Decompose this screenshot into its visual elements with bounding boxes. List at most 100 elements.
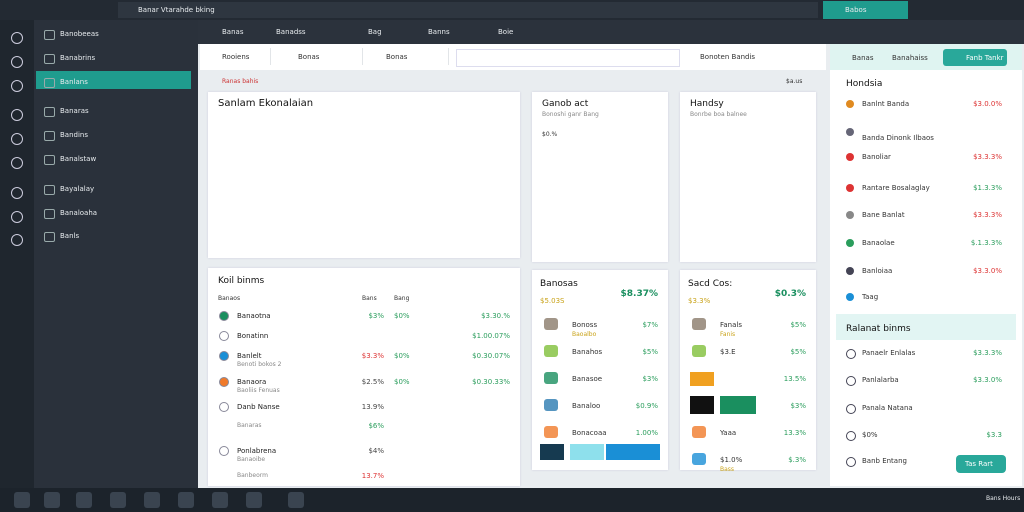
item-name: $0% bbox=[862, 431, 878, 439]
item-name: Bonoss bbox=[572, 321, 598, 329]
item-icon bbox=[544, 345, 558, 357]
item-icon bbox=[692, 345, 706, 357]
nav-item: Banaras bbox=[60, 107, 89, 115]
card bbox=[208, 268, 520, 486]
card bbox=[208, 92, 520, 258]
rail-icon bbox=[11, 80, 23, 92]
row-value: 13.7% bbox=[361, 472, 384, 480]
right-tab: Banas bbox=[852, 54, 874, 62]
item-name: $1.0% bbox=[720, 456, 743, 464]
card-subtitle: Bonrbe boa balnee bbox=[690, 111, 747, 118]
nav-icon bbox=[44, 209, 55, 219]
search-box[interactable] bbox=[456, 49, 680, 67]
item-name: Banaolae bbox=[862, 239, 895, 247]
tab-title: Banar Vtarahde bking bbox=[138, 6, 215, 14]
item-icon bbox=[846, 376, 856, 386]
row-name: Banaotna bbox=[237, 312, 271, 320]
row-sub: Banbeorm bbox=[237, 472, 268, 479]
taskbar-icon bbox=[288, 492, 304, 508]
rail-icon bbox=[11, 211, 23, 223]
progress bbox=[570, 444, 604, 460]
toolbar bbox=[198, 20, 1024, 44]
row-value: $0% bbox=[394, 352, 410, 360]
section-title: Ralanat binms bbox=[846, 324, 911, 334]
item-name: Panlalarba bbox=[862, 376, 899, 384]
item-icon bbox=[846, 293, 854, 301]
sidebar bbox=[34, 20, 198, 488]
row-icon bbox=[219, 331, 229, 341]
item-name: Bonacoaa bbox=[572, 429, 607, 437]
item-icon bbox=[846, 153, 854, 161]
progress bbox=[540, 444, 564, 460]
item-name: Banloiaa bbox=[862, 267, 893, 275]
row-value: $0.30.33% bbox=[472, 378, 510, 386]
right-tab: Banahaiss bbox=[892, 54, 928, 62]
item-value: $3.3.3% bbox=[973, 153, 1002, 161]
item-name: Taag bbox=[862, 293, 879, 301]
row-value: $2.5% bbox=[361, 378, 384, 386]
item-icon bbox=[846, 239, 854, 247]
item-name: Banasoe bbox=[572, 375, 603, 383]
item-icon bbox=[846, 100, 854, 108]
taskbar-icon bbox=[14, 492, 30, 508]
rail-icon bbox=[11, 109, 23, 121]
item-name: Banoliar bbox=[862, 153, 891, 161]
card-title: Sacd Cos: bbox=[688, 279, 733, 289]
item-value: $7% bbox=[642, 321, 658, 329]
item-name: Yaaa bbox=[720, 429, 737, 437]
button[interactable] bbox=[956, 455, 1006, 473]
item-icon bbox=[846, 211, 854, 219]
item-value: $3.3.0% bbox=[973, 267, 1002, 275]
item-name: $3.E bbox=[720, 348, 736, 356]
item-name: Banda Dinonk Ilbaos bbox=[862, 134, 934, 142]
column-header: Banaos bbox=[218, 295, 241, 302]
toolbar-item: Banas bbox=[222, 28, 244, 36]
toolbar-item: Banns bbox=[428, 28, 450, 36]
taskbar-icon bbox=[212, 492, 228, 508]
rail-icon bbox=[11, 133, 23, 145]
search-text: Bonoten Bandis bbox=[700, 53, 756, 61]
taskbar-icon bbox=[110, 492, 126, 508]
item-value: $3.3.0% bbox=[973, 376, 1002, 384]
row-value: $4% bbox=[368, 447, 384, 455]
item-icon bbox=[692, 453, 706, 465]
tab[interactable] bbox=[118, 2, 818, 18]
item-name: Panaelr Enlalas bbox=[862, 349, 916, 357]
item-name: Fanals bbox=[720, 321, 742, 329]
filter bbox=[368, 48, 449, 65]
toolbar-item: Boie bbox=[498, 28, 514, 36]
column-header: Bang bbox=[394, 295, 410, 302]
tab-active[interactable] bbox=[823, 1, 908, 19]
item-value: $5% bbox=[642, 348, 658, 356]
right-tab: Fanb Tankr bbox=[966, 54, 1004, 62]
row-icon bbox=[219, 311, 229, 321]
nav-item: Bandins bbox=[60, 131, 88, 139]
item-value: $5% bbox=[790, 348, 806, 356]
row-name: Ponlabrena bbox=[237, 447, 277, 455]
item-value: $1.3.3% bbox=[973, 184, 1002, 192]
nav-icon bbox=[44, 78, 55, 88]
progress bbox=[690, 396, 714, 414]
item-name: Rantare Bosalaglay bbox=[862, 184, 930, 192]
taskbar bbox=[0, 488, 1024, 512]
nav-item: Bayalalay bbox=[60, 185, 95, 193]
nav-icon bbox=[44, 107, 55, 117]
right-tab-active[interactable] bbox=[943, 49, 1007, 66]
nav-active[interactable] bbox=[36, 71, 191, 89]
nav-item: Banobeeas bbox=[60, 30, 99, 38]
row-name: Bonatinn bbox=[237, 332, 269, 340]
row-name: Banlelt bbox=[237, 352, 262, 360]
row-value: 13.9% bbox=[361, 403, 384, 411]
row-value: $0% bbox=[394, 312, 410, 320]
taskbar-icon bbox=[178, 492, 194, 508]
row-icon bbox=[219, 351, 229, 361]
item-value: $5% bbox=[790, 321, 806, 329]
row-value: $3.30.% bbox=[481, 312, 510, 320]
item-value: $0.9% bbox=[635, 402, 658, 410]
nav-icon bbox=[44, 131, 55, 141]
section-title: Hondsia bbox=[846, 79, 883, 89]
item-value: 13.3% bbox=[783, 429, 806, 437]
taskbar-icon bbox=[144, 492, 160, 508]
row-value: $3.3% bbox=[361, 352, 384, 360]
